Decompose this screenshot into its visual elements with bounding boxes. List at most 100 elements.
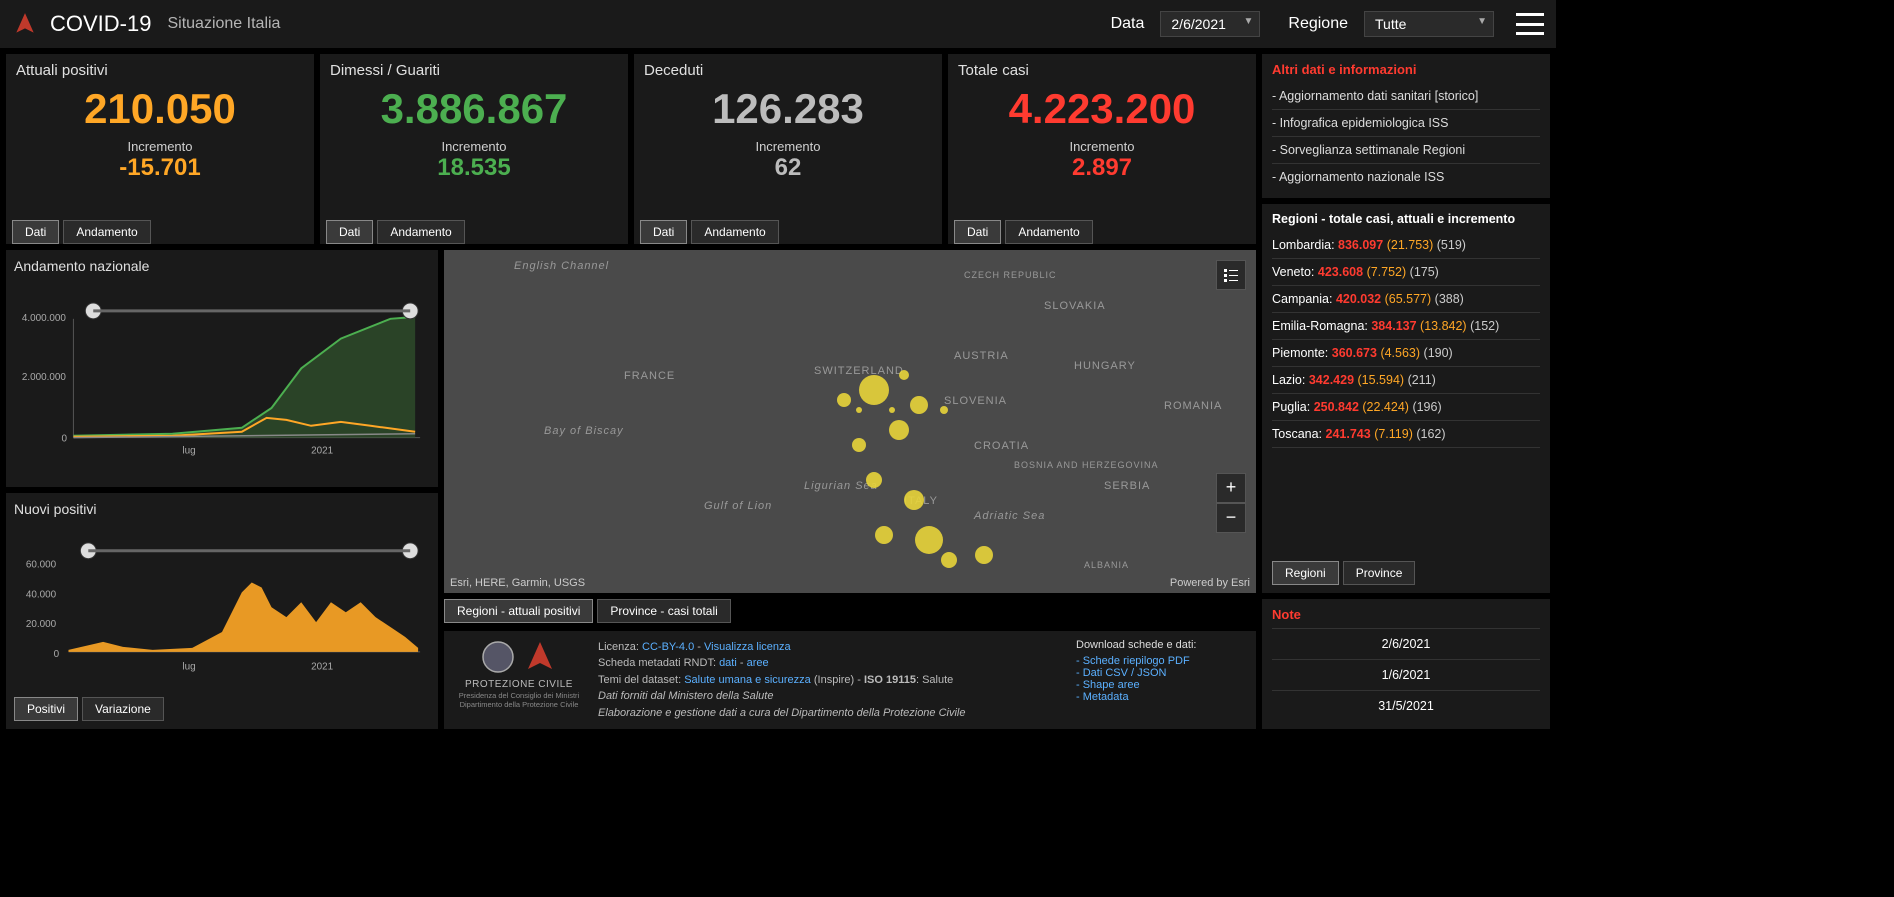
chart-new-title: Nuovi positivi xyxy=(14,501,430,517)
svg-text:2.000.000: 2.000.000 xyxy=(22,372,67,383)
svg-text:40.000: 40.000 xyxy=(26,589,57,600)
note-panel: Note 2/6/20211/6/202131/5/2021 xyxy=(1262,599,1550,729)
region-row[interactable]: Campania: 420.032 (65.577) (388) xyxy=(1272,286,1540,313)
download-title: Download schede e dati: xyxy=(1076,639,1246,651)
svg-text:60.000: 60.000 xyxy=(26,559,57,570)
kpi-inc-label: Incremento xyxy=(948,139,1256,154)
region-row[interactable]: Piemonte: 360.673 (4.563) (190) xyxy=(1272,340,1540,367)
kpi-value: 126.283 xyxy=(634,83,942,135)
download-links: - Schede riepilogo PDF- Dati CSV / JSON-… xyxy=(1076,655,1246,703)
pc-logo-icon xyxy=(522,639,558,675)
kpi-value: 3.886.867 xyxy=(320,83,628,135)
map-legend-button[interactable] xyxy=(1216,260,1246,290)
tab-province[interactable]: Province xyxy=(1343,561,1416,585)
credits-elab: Elaborazione e gestione dati a cura del … xyxy=(598,707,966,719)
app-title: COVID-19 xyxy=(50,11,151,37)
chart-national: 4.000.000 2.000.000 0 lug 2021 xyxy=(14,278,430,479)
download-link[interactable]: - Metadata xyxy=(1076,691,1246,703)
svg-text:2021: 2021 xyxy=(311,446,334,457)
credits-org-sub2: Dipartimento della Protezione Civile xyxy=(454,700,584,709)
kpi-tab-dati[interactable]: Dati xyxy=(12,220,59,244)
map-tab-province[interactable]: Province - casi totali xyxy=(597,599,730,623)
info-link[interactable]: - Aggiornamento nazionale ISS xyxy=(1272,163,1540,190)
download-link[interactable]: - Dati CSV / JSON xyxy=(1076,667,1246,679)
chart-national-title: Andamento nazionale xyxy=(14,258,430,274)
region-row[interactable]: Emilia-Romagna: 384.137 (13.842) (152) xyxy=(1272,313,1540,340)
map-tab-regioni[interactable]: Regioni - attuali positivi xyxy=(444,599,593,623)
download-link[interactable]: - Schede riepilogo PDF xyxy=(1076,655,1246,667)
tab-variazione[interactable]: Variazione xyxy=(82,697,164,721)
tab-regioni[interactable]: Regioni xyxy=(1272,561,1339,585)
kpi-value: 210.050 xyxy=(6,83,314,135)
chart-national-panel: Andamento nazionale 4.000.000 2.000.000 … xyxy=(6,250,438,487)
kpi-card: Totale casi 4.223.200 Incremento 2.897 D… xyxy=(948,54,1256,244)
region-panel-title: Regioni - totale casi, attuali e increme… xyxy=(1272,212,1540,226)
tab-positivi[interactable]: Positivi xyxy=(14,697,78,721)
kpi-inc-label: Incremento xyxy=(6,139,314,154)
note-item[interactable]: 2/6/2021 xyxy=(1272,628,1540,659)
download-link[interactable]: - Shape aree xyxy=(1076,679,1246,691)
license-link[interactable]: CC-BY-4.0 xyxy=(642,641,694,653)
info-link[interactable]: - Sorveglianza settimanale Regioni xyxy=(1272,136,1540,163)
kpi-tab-dati[interactable]: Dati xyxy=(640,220,687,244)
note-list: 2/6/20211/6/202131/5/2021 xyxy=(1272,628,1540,721)
credits-org: PROTEZIONE CIVILE xyxy=(454,679,584,691)
logo-icon xyxy=(12,11,38,37)
info-panel: Altri dati e informazioni - Aggiornament… xyxy=(1262,54,1550,198)
kpi-inc-label: Incremento xyxy=(634,139,942,154)
credits-panel: PROTEZIONE CIVILE Presidenza del Consigl… xyxy=(444,631,1256,730)
credits-text: Licenza: CC-BY-4.0 - Visualizza licenza … xyxy=(598,639,1062,722)
date-label: Data xyxy=(1111,15,1145,33)
svg-text:0: 0 xyxy=(62,434,68,445)
menu-icon[interactable] xyxy=(1516,13,1544,35)
note-panel-title: Note xyxy=(1272,607,1540,622)
kpi-tab-andamento[interactable]: Andamento xyxy=(63,220,150,244)
chart-new-panel: Nuovi positivi 60.000 40.000 20.000 0 lu… xyxy=(6,493,438,730)
svg-text:lug: lug xyxy=(182,661,195,672)
chart-new: 60.000 40.000 20.000 0 lug 2021 xyxy=(14,521,430,694)
zoom-out-button[interactable]: − xyxy=(1216,503,1246,533)
kpi-inc-label: Incremento xyxy=(320,139,628,154)
kpi-title: Deceduti xyxy=(634,54,942,83)
kpi-card: Dimessi / Guariti 3.886.867 Incremento 1… xyxy=(320,54,628,244)
theme-link[interactable]: Salute umana e sicurezza xyxy=(684,674,811,686)
region-row[interactable]: Lombardia: 836.097 (21.753) (519) xyxy=(1272,232,1540,259)
svg-text:lug: lug xyxy=(182,446,195,457)
kpi-tab-dati[interactable]: Dati xyxy=(954,220,1001,244)
note-item[interactable]: 31/5/2021 xyxy=(1272,690,1540,721)
kpi-card: Deceduti 126.283 Incremento 62 Dati Anda… xyxy=(634,54,942,244)
info-link[interactable]: - Aggiornamento dati sanitari [storico] xyxy=(1272,83,1540,109)
date-dropdown[interactable]: 2/6/2021 xyxy=(1160,11,1260,37)
note-item[interactable]: 1/6/2021 xyxy=(1272,659,1540,690)
region-list: Lombardia: 836.097 (21.753) (519)Veneto:… xyxy=(1272,232,1540,555)
license-view-link[interactable]: Visualizza licenza xyxy=(704,641,791,653)
region-panel: Regioni - totale casi, attuali e increme… xyxy=(1262,204,1550,593)
map-powered: Powered by Esri xyxy=(1170,577,1250,589)
metadata-dati-link[interactable]: dati xyxy=(719,657,737,669)
kpi-inc: -15.701 xyxy=(6,154,314,182)
kpi-inc: 62 xyxy=(634,154,942,182)
region-row[interactable]: Toscana: 241.743 (7.119) (162) xyxy=(1272,421,1540,448)
svg-text:2021: 2021 xyxy=(311,661,334,672)
region-label: Regione xyxy=(1288,15,1348,33)
kpi-title: Attuali positivi xyxy=(6,54,314,83)
svg-text:20.000: 20.000 xyxy=(26,619,57,630)
region-row[interactable]: Lazio: 342.429 (15.594) (211) xyxy=(1272,367,1540,394)
credits-logo: PROTEZIONE CIVILE Presidenza del Consigl… xyxy=(454,639,584,722)
zoom-in-button[interactable]: + xyxy=(1216,473,1246,503)
info-link[interactable]: - Infografica epidemiologica ISS xyxy=(1272,109,1540,136)
kpi-card: Attuali positivi 210.050 Incremento -15.… xyxy=(6,54,314,244)
region-row[interactable]: Veneto: 423.608 (7.752) (175) xyxy=(1272,259,1540,286)
region-dropdown[interactable]: Tutte xyxy=(1364,11,1494,37)
kpi-tab-andamento[interactable]: Andamento xyxy=(691,220,778,244)
kpi-title: Totale casi xyxy=(948,54,1256,83)
kpi-tab-andamento[interactable]: Andamento xyxy=(377,220,464,244)
map-panel[interactable]: FRANCESWITZERLANDAUSTRIASLOVENIACROATIAH… xyxy=(444,250,1256,593)
region-row[interactable]: Puglia: 250.842 (22.424) (196) xyxy=(1272,394,1540,421)
metadata-aree-link[interactable]: aree xyxy=(747,657,769,669)
header: COVID-19 Situazione Italia Data 2/6/2021… xyxy=(0,0,1556,48)
credits-source: Dati forniti dal Ministero della Salute xyxy=(598,690,773,702)
kpi-tab-dati[interactable]: Dati xyxy=(326,220,373,244)
kpi-inc: 18.535 xyxy=(320,154,628,182)
kpi-tab-andamento[interactable]: Andamento xyxy=(1005,220,1092,244)
